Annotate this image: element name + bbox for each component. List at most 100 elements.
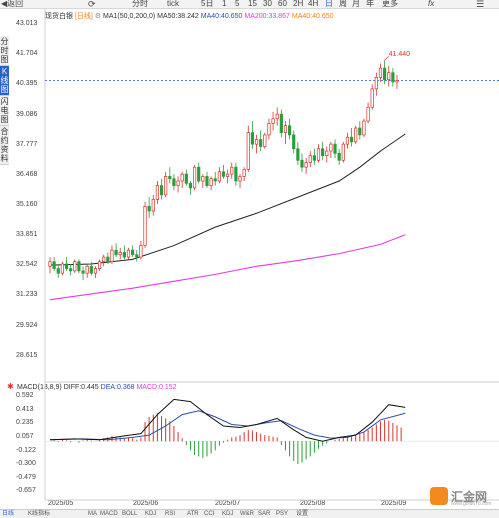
side-tab-flash[interactable]: 闪电图 [0,96,9,126]
kline-chart[interactable] [0,9,499,509]
macd-y-tick: 0.235 [16,419,34,427]
candle-body [147,206,151,212]
indicator-tab-2[interactable]: MA [88,511,97,517]
tab-week[interactable]: 周 [339,0,347,8]
candle-body [300,159,304,168]
tab-day[interactable]: 日 [325,0,333,8]
macd-legend-label: MACD(13,8,9) [17,384,62,391]
indicator-tab-4[interactable]: BOLL [122,511,138,517]
y-tick: 32.542 [16,261,38,269]
macd-y-tick: -0.479 [16,473,36,481]
candle-body [168,176,172,180]
candle-body [250,132,255,145]
candle-body [337,153,341,161]
candle-body [259,139,263,147]
more-button[interactable]: 更多 [382,0,398,8]
y-tick: 36.468 [16,170,38,178]
candle-body [139,245,143,258]
legend-ma40: MA40:40.650 [200,13,243,20]
candle-body [81,270,85,274]
tab-5min[interactable]: 5 [235,0,240,8]
indicator-tab-12[interactable]: PSY [276,511,289,517]
candle-body [73,261,77,272]
candle-body [188,182,193,189]
candle-body [304,162,308,168]
ma200-line [49,234,406,301]
candle-body [312,155,316,161]
legend-settings-icon[interactable]: ⚙ [94,13,102,20]
candle-body [164,176,168,196]
macd-collapse-icon[interactable]: ✱ [7,382,14,391]
y-tick: 43.013 [16,20,38,27]
side-tab-kline[interactable]: K线图 [0,66,9,96]
menu-icon[interactable]: ☰ [476,0,485,9]
candle-body [180,173,184,182]
indicator-tab-10[interactable]: W&R [240,511,254,517]
tab-1min[interactable]: 1 [222,0,227,8]
macd-legend: MACD(13,8,9) DIFF:0.445 DEA:0.368 MACD:0… [17,383,177,392]
back-button[interactable]: ◀返回 [1,0,24,8]
candle-body [221,171,226,177]
indicator-tab-9[interactable]: KDJ [222,511,234,517]
indicator-tab-0[interactable]: 日线 [2,511,15,517]
y-tick: 39.086 [16,110,38,118]
candle-body [358,127,362,136]
candle-body [89,265,93,274]
indicator-tab-13[interactable]: 设置 [296,511,309,517]
indicator-tab-3[interactable]: MACD [100,511,118,517]
x-tick-2025-08: 2025/08 [300,500,326,507]
watermark-text: 汇金网 [451,490,488,504]
side-tab-fenshi[interactable]: 分时图 [0,36,9,66]
y-tick: 31.233 [16,291,38,299]
candle-body [321,148,325,157]
watermark-url: www.gold678.com [451,501,492,507]
candle-body [126,249,131,258]
indicator-tab-1[interactable]: K线指标 [28,511,51,517]
legend-period: [日线] [74,13,93,20]
tab-60min[interactable]: 60 [278,0,287,8]
candle-body [192,166,197,189]
x-tick-2025-09: 2025/09 [381,500,407,507]
y-tick: 28.615 [16,351,38,359]
candle-body [135,254,139,258]
diff-line [49,398,406,442]
candle-body [197,166,201,182]
refresh-icon[interactable]: ⟳ [88,0,96,9]
candle-body [205,176,209,186]
tab-2h[interactable]: 2H [293,0,304,8]
formula-fx-icon[interactable]: fx [428,0,435,8]
indicator-tab-6[interactable]: RSI [165,511,176,517]
candle-body [395,80,399,83]
indicator-tab-5[interactable]: KDJ [145,511,157,517]
candle-body [77,261,81,272]
candle-body [209,178,213,186]
indicator-tab-11[interactable]: SAR [258,511,271,517]
candle-body [378,67,383,78]
peak-pointer [384,56,389,61]
y-tick: 37.777 [16,140,38,148]
tab-fenshi[interactable]: 分时 [132,0,148,8]
tab-5day[interactable]: 5日 [201,0,214,8]
candle-body [325,150,329,157]
macd-y-tick: 0.592 [16,392,34,400]
macd-legend-macd: MACD:0.152 [136,384,177,391]
side-tab-contract[interactable]: 合约资料 [0,126,9,165]
tab-year[interactable]: 年 [366,0,374,8]
candle-body [329,143,333,152]
candle-body [151,199,155,212]
candle-body [102,256,106,263]
tab-30min[interactable]: 30 [263,0,272,8]
tab-tick[interactable]: tick [167,0,179,8]
tab-15min[interactable]: 15 [248,0,257,8]
candle-body [345,136,350,145]
candle-body [246,132,250,170]
tab-4h[interactable]: 4H [308,0,319,8]
macd-y-tick: -0.300 [16,460,36,468]
candle-body [279,113,283,133]
candle-body [242,169,246,177]
indicator-tab-8[interactable]: CCI [204,511,215,517]
indicator-tab-7[interactable]: ATR [187,511,199,517]
dea-line [49,410,406,441]
candle-body [56,268,60,274]
tab-month[interactable]: 月 [352,0,360,8]
